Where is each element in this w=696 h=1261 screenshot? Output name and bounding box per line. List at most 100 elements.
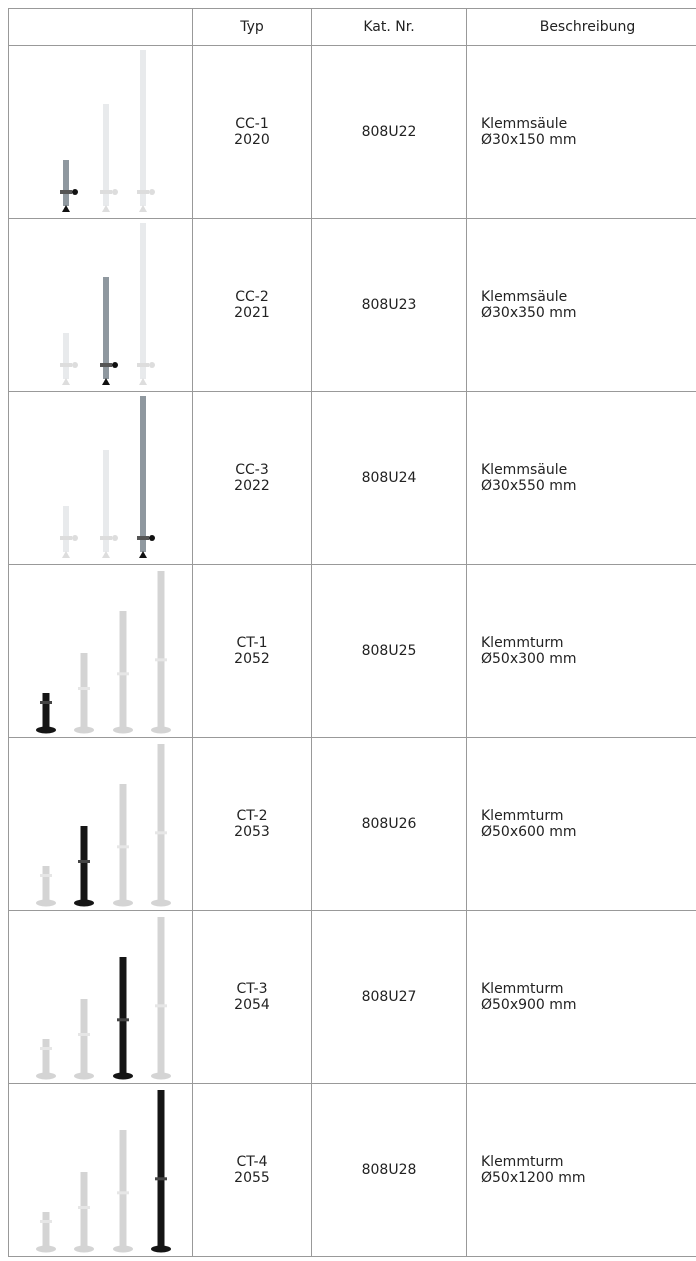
desc-cell: Klemmsäule Ø30x150 mm — [466, 45, 696, 219]
type-line: CT-4 — [236, 1154, 268, 1170]
type-cell: CT-2 2053 — [192, 737, 312, 911]
column-rod — [63, 506, 69, 552]
product-image — [36, 1090, 171, 1253]
base — [74, 899, 94, 907]
clamp — [155, 1177, 167, 1181]
base — [151, 1072, 171, 1080]
type-line: 2022 — [234, 478, 270, 494]
type-cell: CT-3 2054 — [192, 910, 312, 1084]
clamp — [155, 658, 167, 662]
product-image — [60, 223, 155, 385]
knob — [149, 362, 155, 368]
knob — [112, 362, 118, 368]
base — [151, 726, 171, 734]
type-line: 2021 — [234, 305, 270, 321]
base — [113, 1245, 133, 1253]
clamp — [78, 687, 90, 690]
type-line: CT-2 — [236, 808, 268, 824]
type-cell: CT-4 2055 — [192, 1083, 312, 1257]
foot — [139, 551, 147, 558]
cat-cell: 808U22 — [311, 45, 467, 219]
desc-line: Klemmsäule — [481, 116, 568, 132]
column-rod — [119, 611, 127, 727]
type-line: CC-2 — [235, 289, 269, 305]
desc-line: Klemmsäule — [481, 462, 568, 478]
column-rod — [140, 396, 146, 552]
column-rod — [103, 450, 109, 552]
clamp — [40, 874, 52, 877]
product-row: CT-4 2055 808U28 Klemmturm Ø50x1200 mm — [8, 1083, 696, 1257]
foot — [62, 378, 70, 385]
column-rod — [103, 277, 109, 379]
product-row: CC-3 2022 808U24 Klemmsäule Ø30x550 mm — [8, 391, 696, 565]
desc-line: Ø50x300 mm — [481, 651, 577, 667]
desc-cell: Klemmturm Ø50x1200 mm — [466, 1083, 696, 1257]
column-rod — [140, 50, 146, 206]
desc-cell: Klemmturm Ø50x600 mm — [466, 737, 696, 911]
clamp — [60, 536, 72, 540]
desc-line: Ø50x900 mm — [481, 997, 577, 1013]
clamp — [78, 1033, 90, 1036]
desc-line: Klemmturm — [481, 635, 564, 651]
clamp — [40, 1220, 52, 1223]
table-body: CC-1 2020 808U22 Klemmsäule Ø30x150 mm CC-2 20… — [8, 45, 696, 1257]
cat-cell: 808U23 — [311, 218, 467, 392]
base — [36, 1245, 56, 1253]
base — [151, 899, 171, 907]
type-cell: CC-3 2022 — [192, 391, 312, 565]
base — [113, 899, 133, 907]
column-rod — [157, 1090, 165, 1246]
product-row: CT-2 2053 808U26 Klemmturm Ø50x600 mm — [8, 737, 696, 911]
foot — [139, 205, 147, 212]
column-rod — [63, 333, 69, 379]
column-rod — [119, 784, 127, 900]
foot — [102, 551, 110, 558]
desc-line: Ø50x1200 mm — [481, 1170, 586, 1186]
type-line: 2055 — [234, 1170, 270, 1186]
desc-line: Klemmturm — [481, 981, 564, 997]
clamp — [100, 363, 112, 367]
product-image — [36, 571, 171, 734]
base — [113, 726, 133, 734]
cat-cell: 808U27 — [311, 910, 467, 1084]
column-rod — [42, 1212, 50, 1246]
type-line: 2020 — [234, 132, 270, 148]
base — [36, 1072, 56, 1080]
column-rod — [42, 693, 50, 727]
clamp — [78, 860, 90, 863]
foot — [62, 205, 70, 212]
base — [74, 726, 94, 734]
product-image — [60, 50, 155, 212]
clamp — [100, 190, 112, 194]
cat-cell: 808U25 — [311, 564, 467, 738]
clamp — [117, 845, 129, 849]
clamp — [117, 1018, 129, 1022]
header-cell: Typ — [192, 8, 312, 46]
product-table: Typ Kat. Nr. Beschreibung CC-1 2020 808U22… — [8, 8, 696, 1257]
desc-line: Klemmturm — [481, 1154, 564, 1170]
type-line: CC-3 — [235, 462, 269, 478]
column-rod — [42, 866, 50, 900]
clamp — [40, 1047, 52, 1050]
image-cell — [8, 391, 193, 565]
desc-line: Ø50x600 mm — [481, 824, 577, 840]
clamp — [117, 1191, 129, 1195]
clamp — [40, 701, 52, 704]
header-cell — [8, 8, 193, 46]
type-line: CT-3 — [236, 981, 268, 997]
product-image — [60, 396, 155, 558]
type-line: 2052 — [234, 651, 270, 667]
knob — [72, 535, 78, 541]
column-rod — [140, 223, 146, 379]
type-line: 2053 — [234, 824, 270, 840]
image-cell — [8, 1083, 193, 1257]
clamp — [60, 190, 72, 194]
base — [113, 1072, 133, 1080]
clamp — [117, 672, 129, 676]
type-line: CC-1 — [235, 116, 269, 132]
desc-line: Klemmsäule — [481, 289, 568, 305]
column-rod — [119, 957, 127, 1073]
base — [74, 1072, 94, 1080]
product-image — [36, 917, 171, 1080]
